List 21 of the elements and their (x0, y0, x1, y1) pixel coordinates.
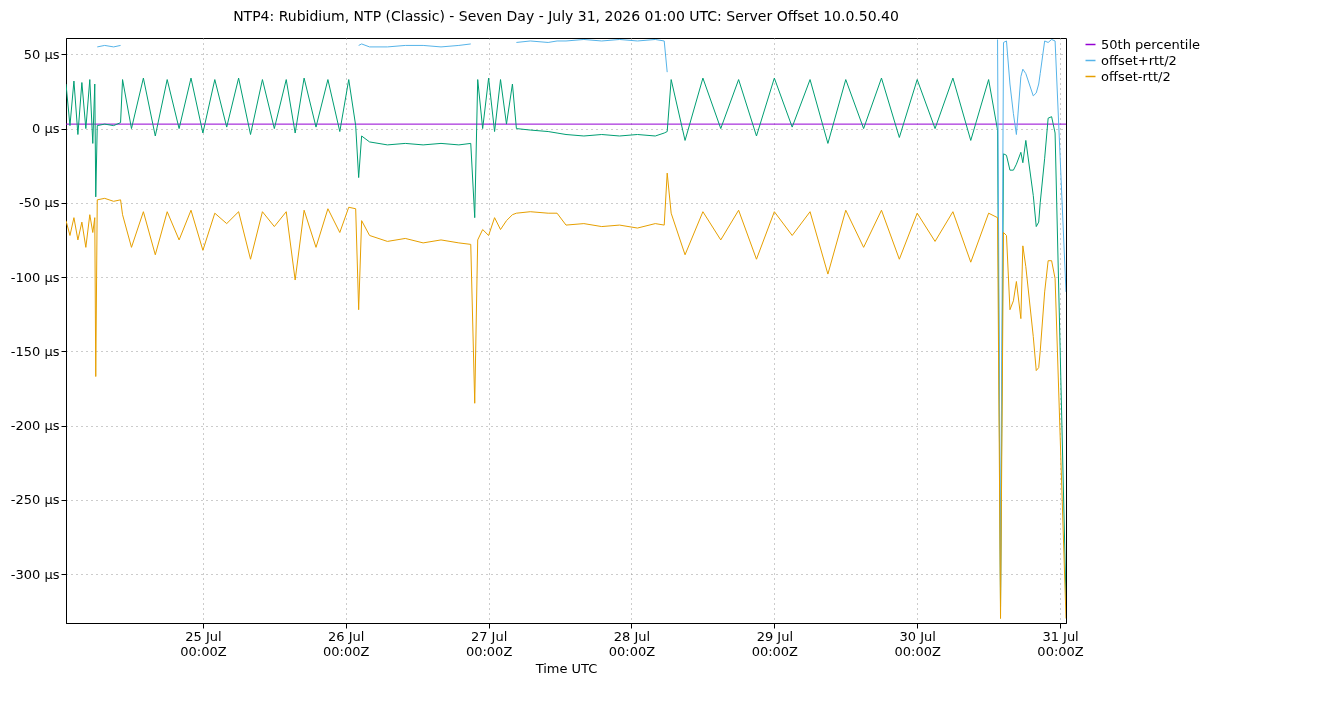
y-tick-label: -100 µs (10, 269, 60, 285)
legend-label: offset-rtt/2 (1101, 68, 1171, 84)
y-tick-label: -150 µs (10, 343, 60, 359)
chart-title: NTP4: Rubidium, NTP (Classic) - Seven Day - July 31, 2026 01:00 UTC: Server Offset 10.0.50.40 (233, 8, 899, 24)
y-tick-label: -300 µs (10, 566, 60, 582)
x-tick-label: 29 Jul 00:00Z (751, 628, 799, 659)
legend-label: offset+rtt/2 (1101, 52, 1177, 68)
x-tick-label: 30 Jul 00:00Z (894, 628, 941, 659)
x-tick-label: 31 Jul 00:00Z (1037, 628, 1084, 659)
x-tick-label: 27 Jul 00:00Z (465, 628, 513, 659)
legend-label: 50th percentile (1101, 36, 1201, 52)
x-tick-label: 26 Jul 00:00Z (323, 628, 370, 659)
y-tick-label: 0 µs (32, 121, 60, 137)
y-tick-label: -250 µs (10, 492, 60, 508)
x-tick-label: 28 Jul 00:00Z (608, 628, 656, 659)
y-tick-label: -50 µs (19, 195, 60, 211)
line-series (66, 172, 1066, 620)
y-tick-label: 50 µs (23, 46, 60, 62)
x-tick-label: 25 Jul 00:00Z (180, 628, 227, 659)
y-tick-label: -200 µs (10, 418, 60, 434)
x-axis-title: Time UTC (534, 660, 598, 676)
